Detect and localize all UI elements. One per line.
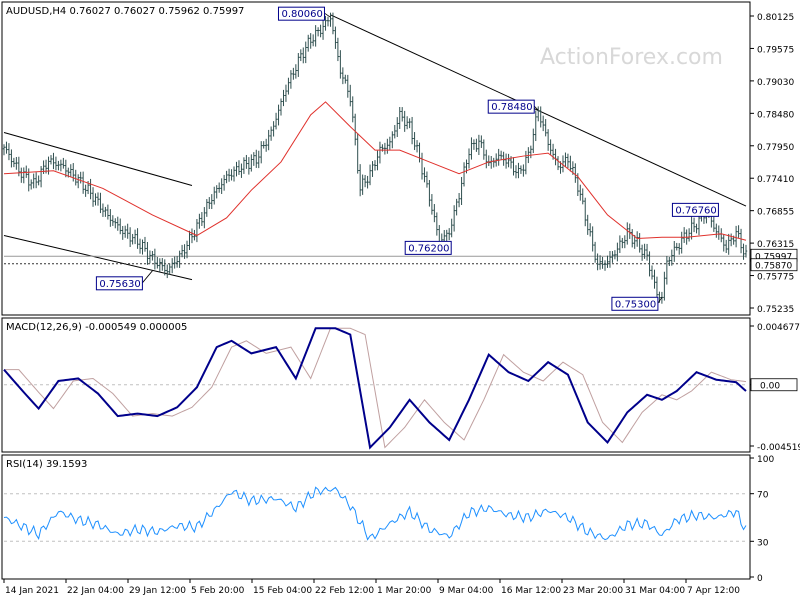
price-y-tick-label: 0.79030 [757, 78, 794, 88]
watermark: ActionForex.com [540, 45, 723, 70]
rsi-y-tick-label: 100 [757, 455, 774, 465]
price-y-tick-label: 0.77950 [757, 143, 794, 153]
rsi-panel-frame [1, 454, 751, 580]
x-tick-label: 22 Jan 04:00 [67, 586, 124, 596]
moving-average-line [3, 101, 747, 241]
annotation-box [611, 296, 659, 311]
price-y-tick-label: 0.78480 [757, 110, 794, 120]
annotation-label: 0.75630 [99, 279, 140, 290]
price-y-tick-label: 0.79575 [757, 45, 794, 55]
rsi-series [3, 486, 747, 542]
annotation-label: 0.76760 [675, 205, 716, 216]
annotation-box [277, 6, 325, 21]
current-price-label: 0.75997 [755, 252, 792, 262]
annotation-box [671, 202, 719, 217]
price-panel-frame [1, 1, 751, 316]
rsi-y-tick-label: 30 [757, 538, 769, 548]
annotation-leader [657, 297, 663, 304]
price-y-tick-label: 0.76855 [757, 208, 794, 218]
annotation-leader [533, 105, 539, 111]
rsi-y-tick-label: 70 [757, 491, 769, 501]
macd-y-tick-label: 0.004677 [757, 323, 800, 333]
x-axis: 14 Jan 2021 22 Jan 04:00 29 Jan 12:00 5 Feb… [3, 579, 740, 596]
x-tick-label: 9 Mar 04:00 [439, 586, 494, 596]
macd-y-tick-label: -0.004519 [757, 443, 800, 453]
macd-series [3, 327, 747, 450]
rsi-line [3, 486, 747, 541]
annotation-leader [324, 12, 331, 18]
channel-upper-line [3, 132, 193, 186]
price-y-tick-label: 0.76315 [757, 240, 794, 250]
price-y-tick-label: 0.77410 [757, 175, 794, 185]
x-tick-label: 14 Jan 2021 [5, 586, 59, 596]
y-axes: 0.80125 0.79575 0.79030 0.78480 0.77950 0.774… [750, 13, 800, 584]
level-price-box [750, 258, 798, 272]
rsi-y-tick-label: 0 [757, 574, 763, 584]
rsi-header: RSI(14) 39.1593 [6, 459, 87, 470]
x-tick-label: 16 Mar 12:00 [501, 586, 561, 596]
price-y-tick-label: 0.75235 [757, 305, 794, 315]
price-header: AUDUSD,H4 0.76027 0.76027 0.75962 0.7599… [6, 6, 244, 17]
x-tick-label: 15 Feb 04:00 [253, 586, 312, 596]
annotation-label: 0.76200 [408, 243, 449, 254]
x-tick-label: 1 Mar 20:00 [377, 586, 432, 596]
annotation-box [95, 276, 143, 291]
annotation-box [404, 240, 452, 255]
macd-line [3, 327, 747, 450]
annotation-label: 0.78480 [491, 102, 532, 113]
x-tick-label: 31 Mar 04:00 [625, 586, 685, 596]
annotation-label: 0.80060 [281, 9, 322, 20]
level-price-label: 0.75870 [755, 262, 792, 272]
x-tick-label: 5 Feb 20:00 [191, 586, 245, 596]
annotation-box [487, 99, 535, 114]
x-tick-label: 23 Mar 20:00 [563, 586, 623, 596]
x-tick-label: 7 Apr 12:00 [687, 586, 740, 596]
macd-signal-line [4, 327, 747, 449]
price-y-tick-label: 0.75775 [757, 273, 794, 283]
annotation-label: 0.75300 [615, 299, 656, 310]
x-tick-label: 22 Feb 12:00 [315, 586, 374, 596]
macd-current-label: 0.00 [760, 382, 780, 392]
annotation-leader [142, 270, 153, 284]
channel-lower-line [3, 235, 193, 281]
price-y-tick-label: 0.80125 [757, 13, 794, 23]
x-tick-label: 29 Jan 12:00 [129, 586, 186, 596]
price-series: 0.80060 0.78480 0.76200 0.75630 0.75300 0.767… [2, 6, 748, 311]
macd-header: MACD(12,26,9) -0.000549 0.000005 [6, 322, 187, 333]
macd-current-box [750, 378, 798, 392]
